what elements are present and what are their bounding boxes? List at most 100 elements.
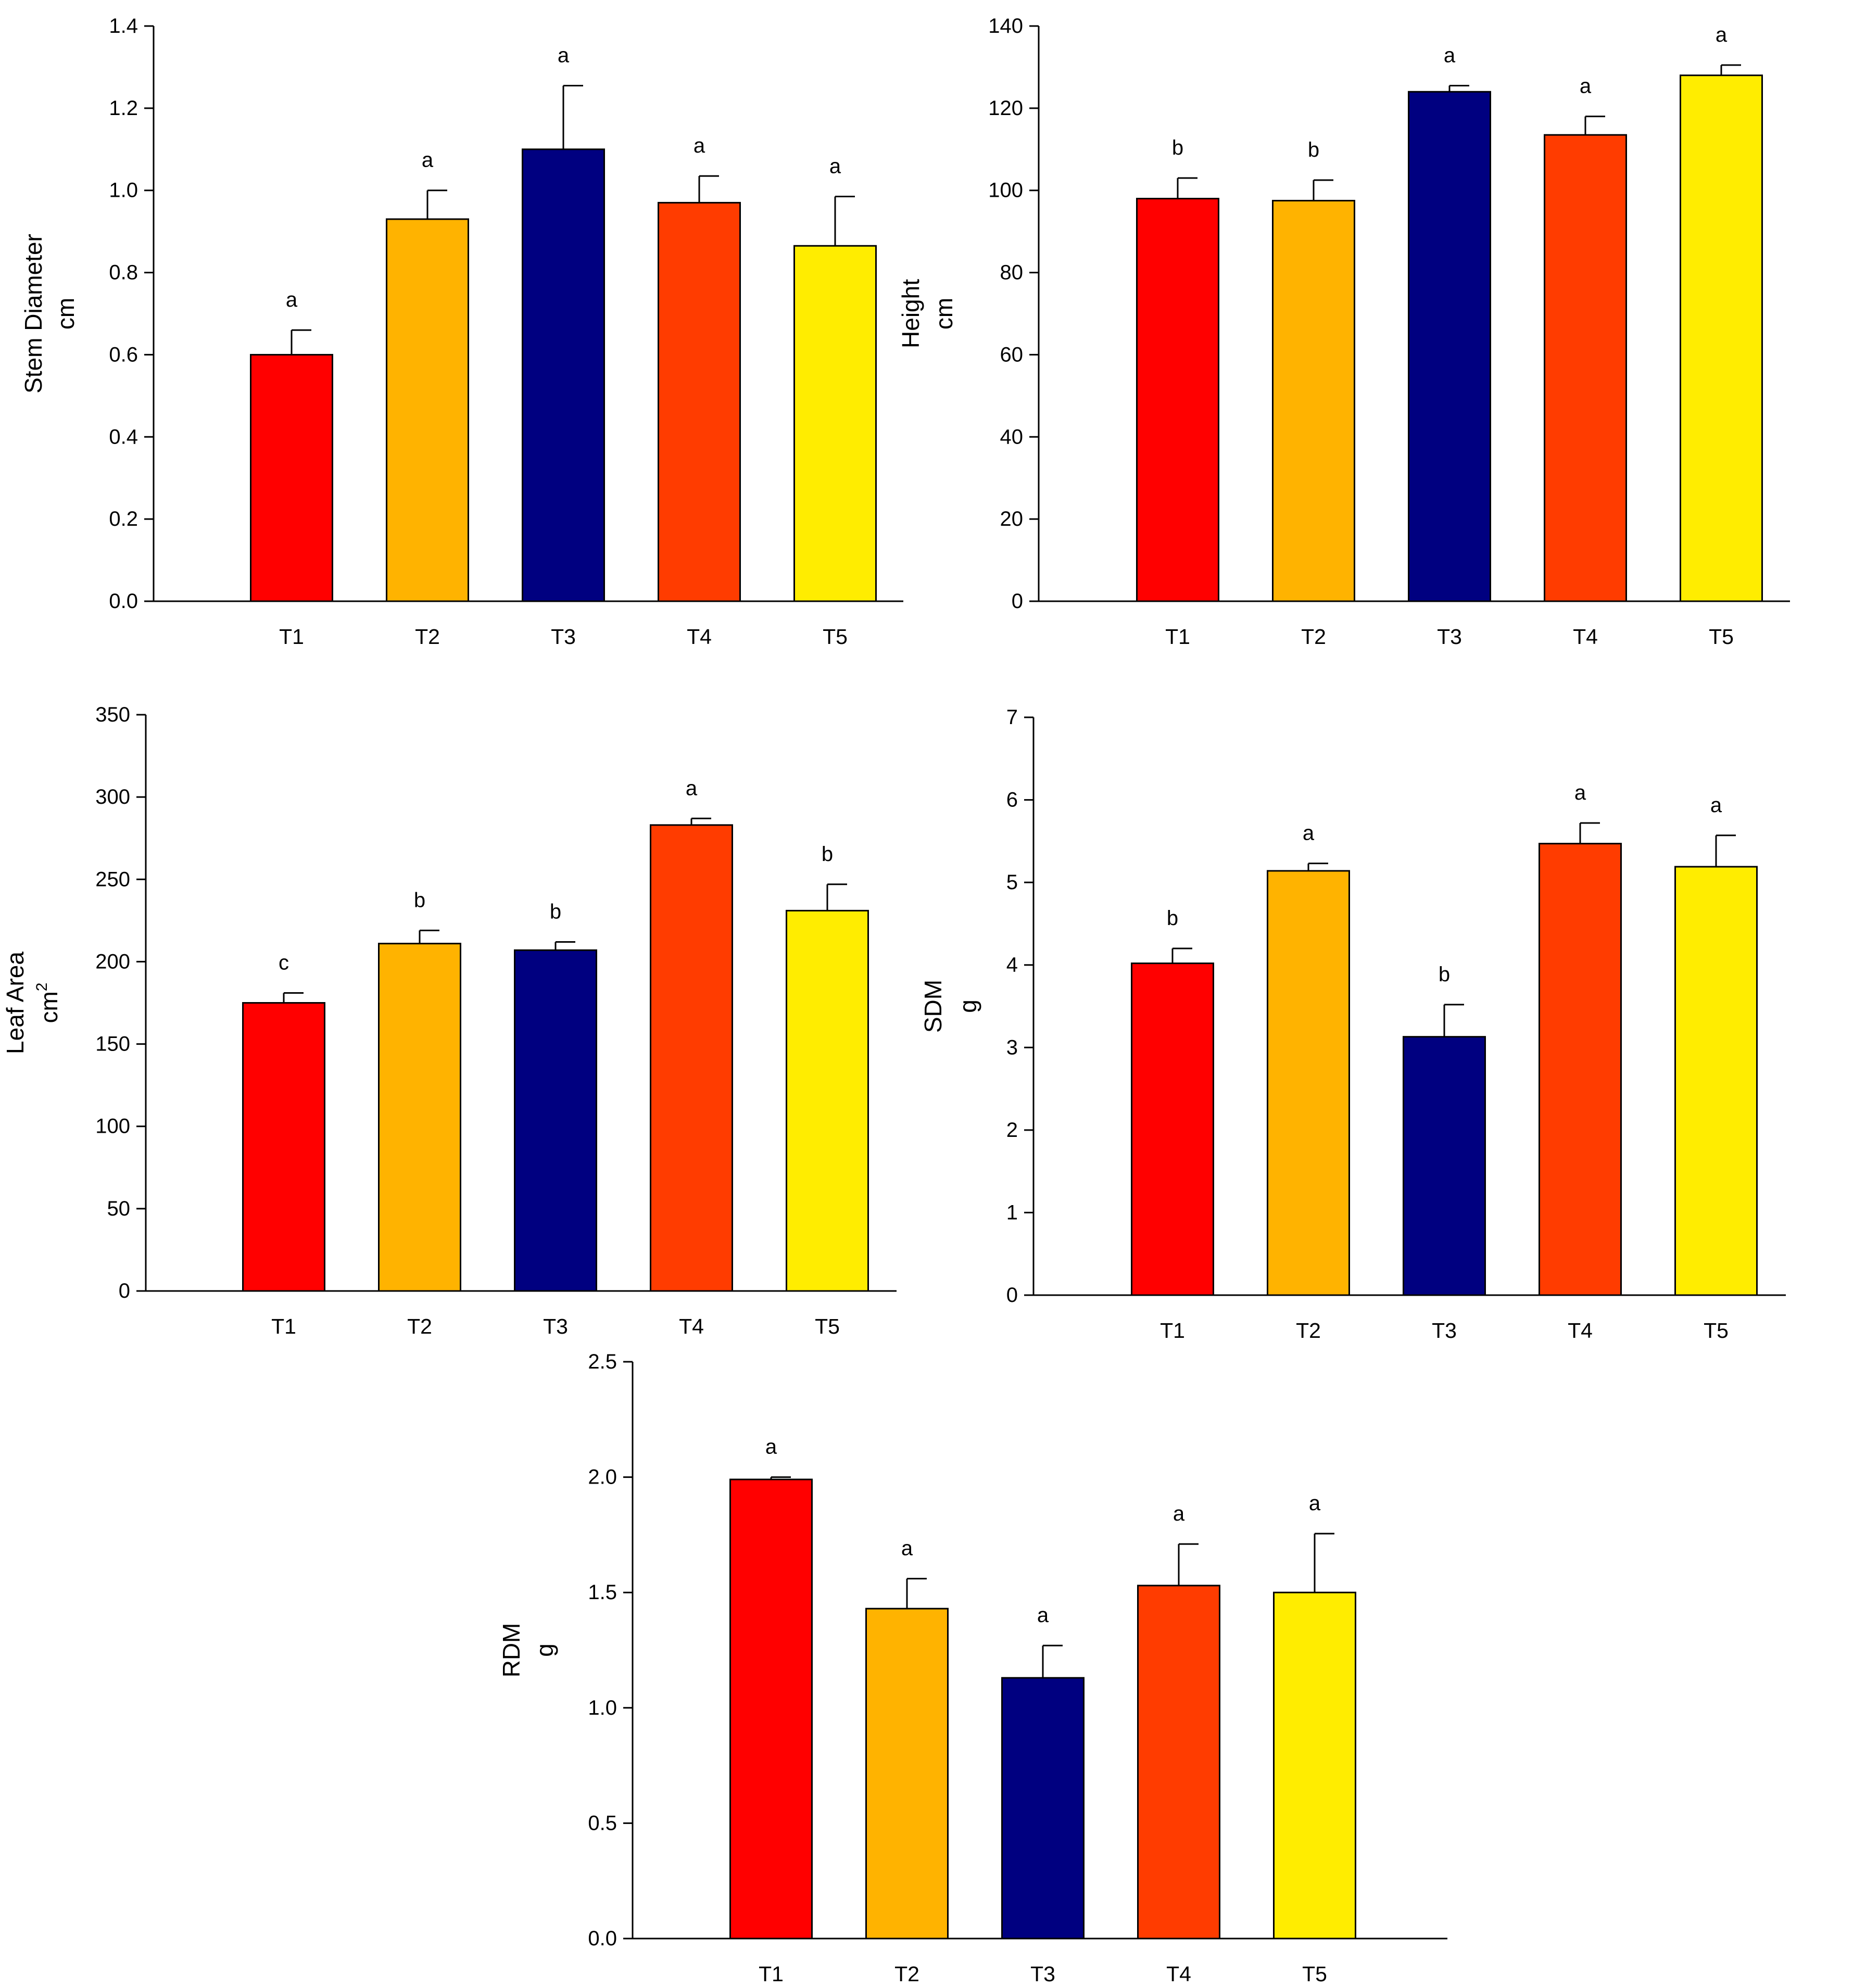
bar-t1 xyxy=(1131,963,1214,1296)
stem-diameter-panel: 0.0 0.2 0.4 0.6 0.8 1.0 1.2 1.4 a T1 a T2 a T3 a T4 a T5 S… xyxy=(20,15,903,649)
significance-letter: a xyxy=(1444,44,1456,67)
significance-letter: a xyxy=(1580,75,1592,98)
bar-t4 xyxy=(658,201,741,602)
bar-t3 xyxy=(514,949,597,1292)
y-axis-unit-text: g xyxy=(954,999,981,1013)
y-tick-label: 250 xyxy=(95,868,130,891)
significance-letter: c xyxy=(279,952,289,974)
category-label: T1 xyxy=(271,1314,296,1338)
category-label: T1 xyxy=(1165,625,1190,649)
significance-letter: a xyxy=(1309,1492,1321,1515)
significance-letter: a xyxy=(1037,1604,1049,1627)
y-tick-label: 60 xyxy=(1000,343,1024,366)
y-axis-unit: cm xyxy=(52,298,79,330)
y-tick-label: 1.0 xyxy=(588,1696,617,1719)
y-axis-unit: g xyxy=(531,1643,558,1657)
y-axis-unit-superscript: 2 xyxy=(33,982,51,991)
bar-t1 xyxy=(1136,198,1219,602)
significance-letter: a xyxy=(1574,781,1586,804)
significance-letter: b xyxy=(1172,136,1183,159)
category-label: T4 xyxy=(1166,1962,1191,1986)
y-axis-title: Stem Diameter xyxy=(20,234,47,394)
y-tick-label: 1.2 xyxy=(109,97,138,120)
y-tick-label: 0 xyxy=(1006,1284,1018,1307)
significance-letter: a xyxy=(1173,1502,1185,1525)
category-label: T5 xyxy=(1709,625,1734,649)
category-label: T4 xyxy=(1573,625,1598,649)
y-tick-label: 20 xyxy=(1000,508,1024,530)
y-tick-label: 150 xyxy=(95,1033,130,1056)
y-tick-label: 80 xyxy=(1000,261,1024,284)
category-label: T2 xyxy=(1296,1319,1321,1343)
bar-t5 xyxy=(1674,866,1758,1296)
y-tick-label: 0.8 xyxy=(109,261,138,284)
y-tick-label: 1.0 xyxy=(109,179,138,202)
y-axis-title: Height xyxy=(897,279,924,348)
significance-letter: a xyxy=(1716,23,1728,46)
y-tick-label: 0 xyxy=(1012,590,1023,613)
bar-t1 xyxy=(242,1002,325,1292)
bar-t2 xyxy=(1267,870,1350,1296)
bar-t1 xyxy=(729,1478,813,1940)
y-tick-label: 50 xyxy=(107,1197,131,1220)
rdm-panel: 0.0 0.5 1.0 1.5 2.0 2.5 a T1 a T2 a T3 a T4 a T5 RDM g xyxy=(498,1350,1447,1986)
category-label: T5 xyxy=(815,1314,840,1338)
y-axis-unit-text: cm xyxy=(35,991,62,1023)
y-tick-label: 3 xyxy=(1006,1036,1018,1059)
y-tick-label: 0.0 xyxy=(588,1927,617,1950)
y-tick-label: 40 xyxy=(1000,425,1024,448)
significance-letter: b xyxy=(1308,138,1319,161)
y-axis-title: RDM xyxy=(498,1623,525,1678)
bar-t4 xyxy=(1544,134,1627,602)
bar-t3 xyxy=(1408,91,1491,602)
category-label: T5 xyxy=(1704,1319,1729,1343)
y-tick-label: 0.6 xyxy=(109,343,138,366)
y-tick-label: 5 xyxy=(1006,871,1018,894)
y-axis-unit: cm xyxy=(930,298,957,330)
category-label: T1 xyxy=(279,625,304,649)
bar-t1 xyxy=(250,353,333,602)
y-tick-label: 0.2 xyxy=(109,508,138,530)
significance-letter: a xyxy=(829,155,841,178)
bar-t2 xyxy=(378,943,461,1292)
category-label: T3 xyxy=(1437,625,1462,649)
y-tick-label: 120 xyxy=(988,97,1023,120)
category-label: T3 xyxy=(543,1314,568,1338)
category-label: T2 xyxy=(415,625,440,649)
y-axis-title: Leaf Area xyxy=(2,952,29,1054)
y-axis-unit: cm2 xyxy=(33,982,62,1023)
sdm-panel: 0 1 2 3 4 5 6 7 b T1 a T2 b T3 a T4 a T5 SDM g xyxy=(919,706,1786,1343)
bar-t5 xyxy=(1680,74,1763,602)
bar-t3 xyxy=(522,148,605,602)
bar-t2 xyxy=(1272,199,1355,602)
significance-letter: b xyxy=(1439,963,1450,986)
y-tick-label: 1 xyxy=(1006,1201,1018,1224)
y-tick-label: 6 xyxy=(1006,789,1018,812)
significance-letter: a xyxy=(1710,794,1722,817)
y-tick-label: 0 xyxy=(119,1280,130,1302)
bar-t5 xyxy=(1273,1591,1356,1940)
category-label: T4 xyxy=(1568,1319,1593,1343)
y-tick-label: 1.4 xyxy=(109,15,138,37)
category-label: T2 xyxy=(1301,625,1326,649)
category-label: T3 xyxy=(1030,1962,1055,1986)
significance-letter: a xyxy=(686,777,698,800)
y-axis-title: SDM xyxy=(919,980,947,1033)
bar-t2 xyxy=(386,218,469,602)
y-tick-label: 100 xyxy=(95,1115,130,1138)
bar-t4 xyxy=(1137,1585,1220,1940)
y-axis-unit-text: cm xyxy=(930,298,957,330)
y-tick-label: 2.5 xyxy=(588,1350,617,1373)
height-panel: 0 20 40 60 80 100 120 140 b T1 b T2 a T3 a T4 a T5 Height c… xyxy=(897,15,1790,649)
category-label: T1 xyxy=(1160,1319,1185,1343)
significance-letter: a xyxy=(765,1436,777,1459)
y-tick-label: 2.0 xyxy=(588,1466,617,1489)
significance-letter: b xyxy=(822,843,833,866)
y-tick-label: 4 xyxy=(1006,954,1018,977)
y-tick-label: 7 xyxy=(1006,706,1018,729)
y-axis-unit-text: cm xyxy=(52,298,79,330)
category-label: T1 xyxy=(759,1962,784,1986)
significance-letter: a xyxy=(422,149,434,172)
bar-t5 xyxy=(786,909,869,1292)
